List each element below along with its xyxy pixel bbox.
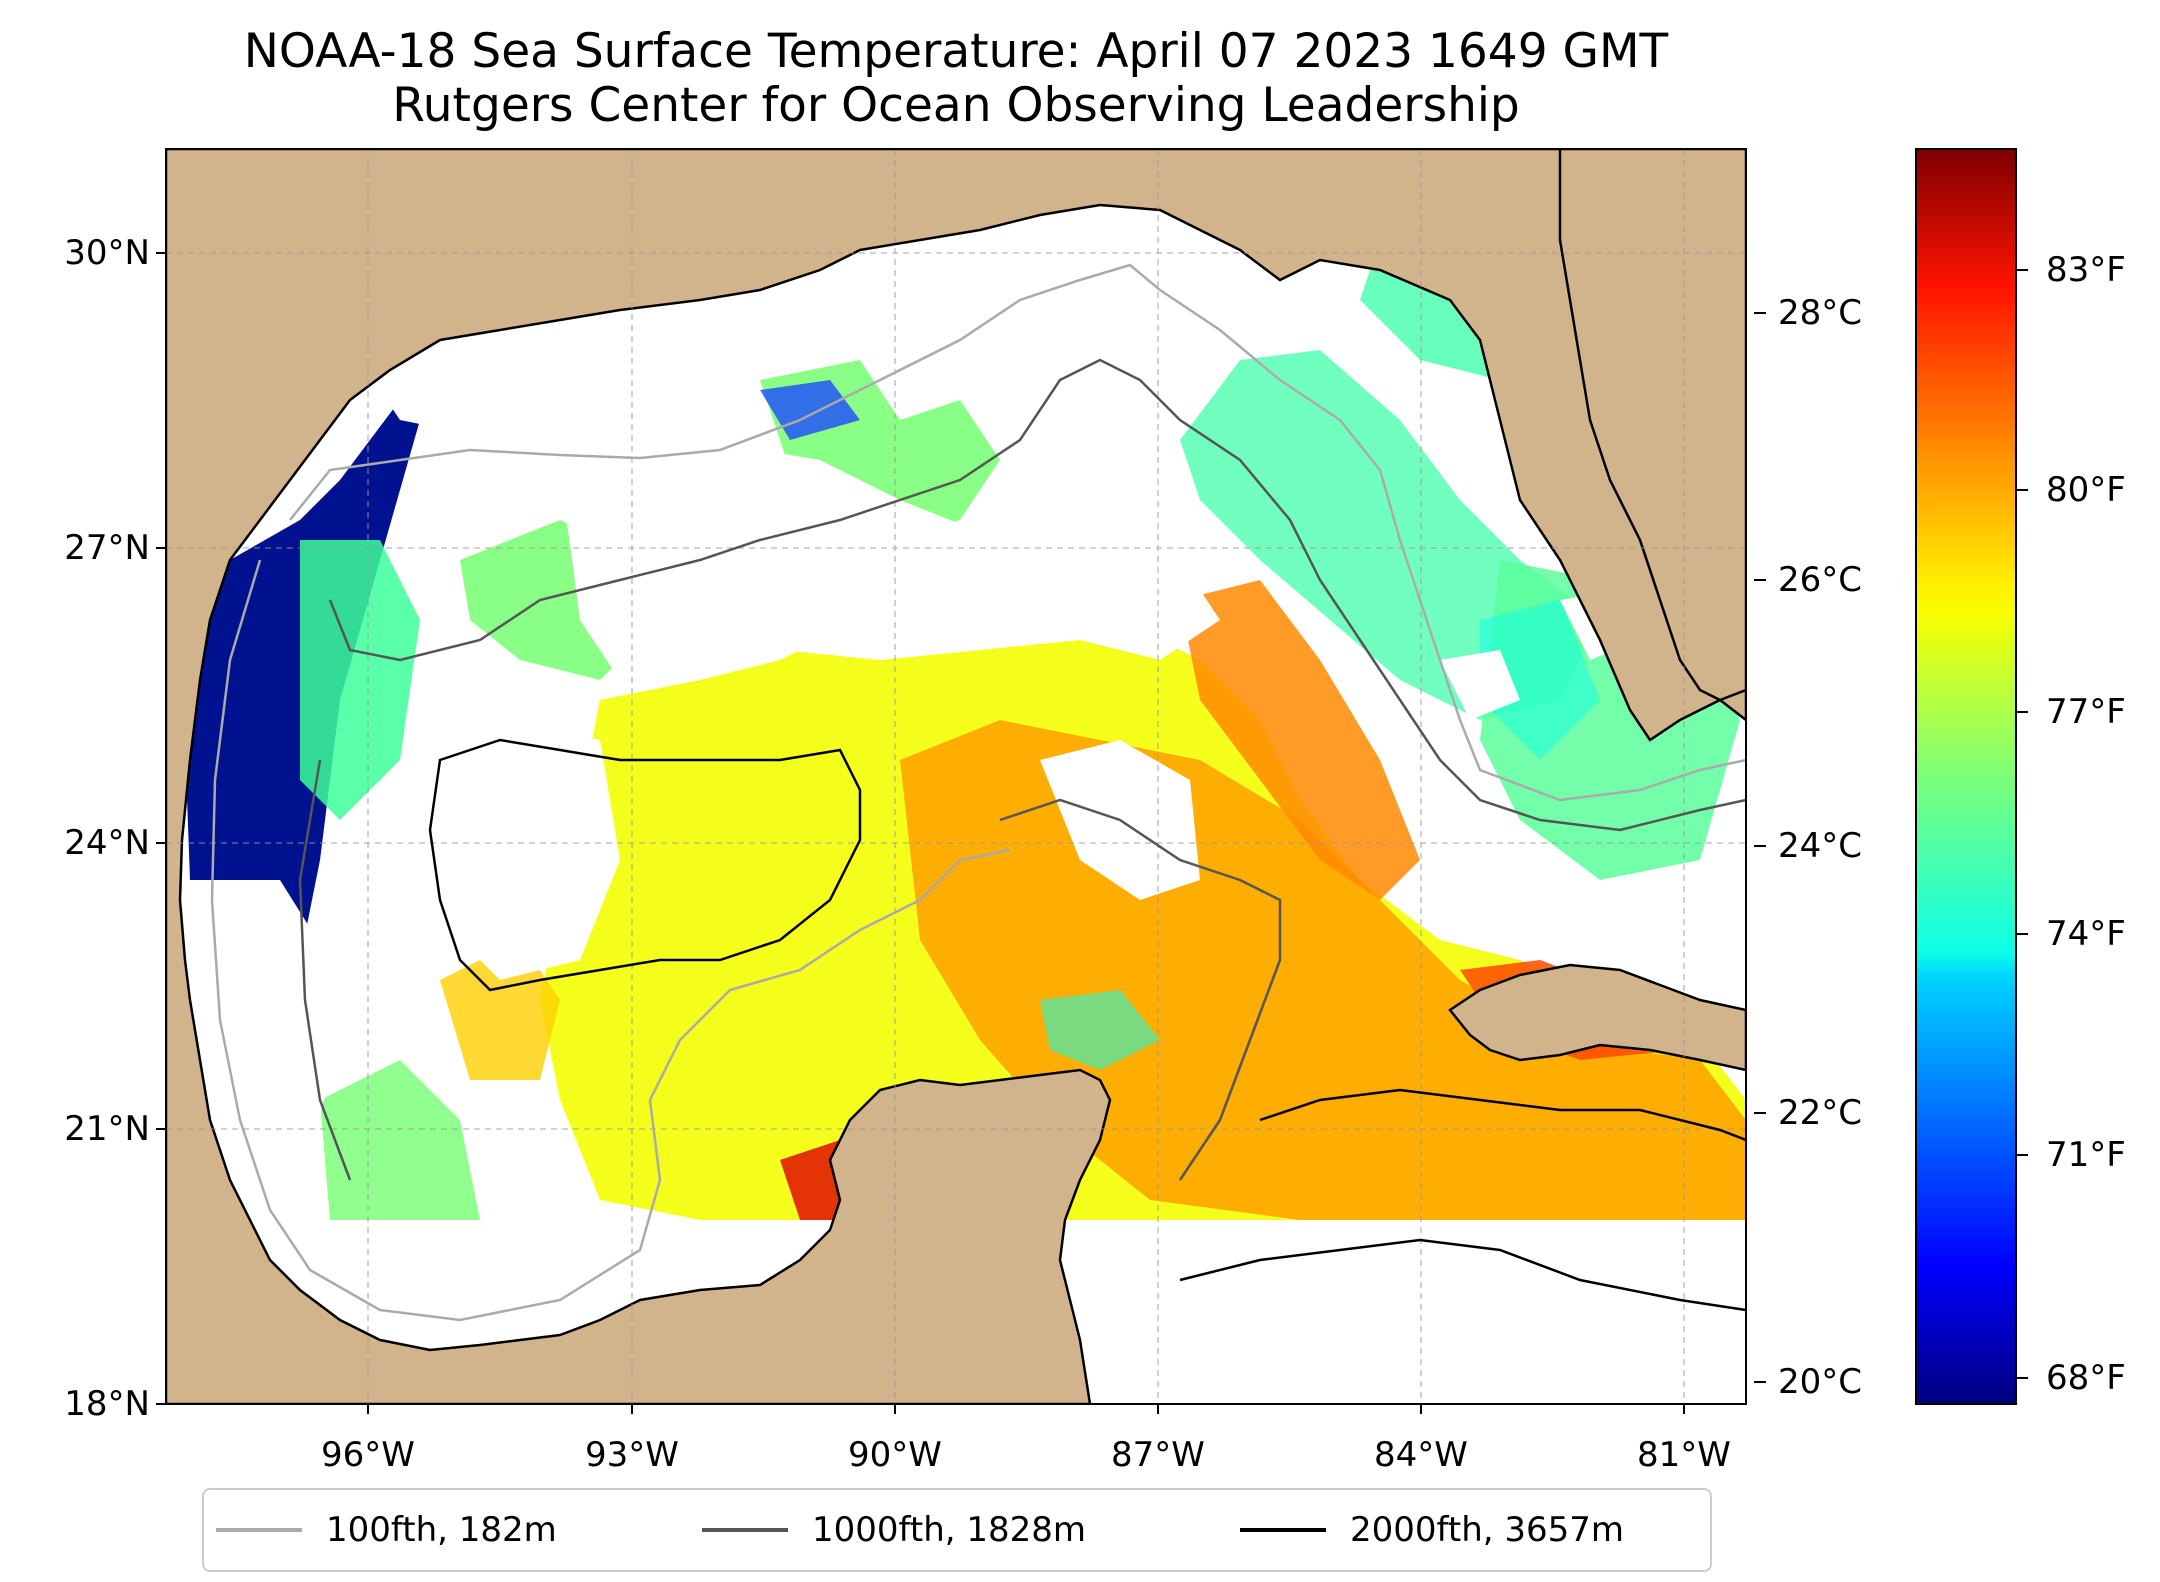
colorbar-label-74f: 74°F (2046, 914, 2126, 954)
legend-line-2000fth (1240, 1528, 1326, 1532)
colorbar-label-20c: 20°C (1778, 1362, 1863, 1402)
lat-label-24n: 24°N (64, 823, 150, 863)
colorbar-label-77f: 77°F (2046, 692, 2126, 732)
contour-100fth (289, 263, 1746, 802)
colorbar-label-26c: 26°C (1778, 560, 1863, 600)
lon-label-93w: 93°W (585, 1435, 679, 1475)
chart-title-line1: NOAA-18 Sea Surface Temperature: April 0… (243, 24, 1669, 79)
colorbar-ticks-c (1754, 312, 1766, 1383)
lat-label-18n: 18°N (64, 1384, 150, 1424)
lon-label-87w: 87°W (1111, 1435, 1205, 1475)
legend: 100fth, 182m 1000fth, 1828m 2000fth, 365… (202, 1488, 1712, 1572)
lon-label-84w: 84°W (1374, 1435, 1468, 1475)
land-layer (166, 149, 1746, 1404)
colorbar-ticks-f (2016, 269, 2028, 1379)
gridlines (166, 149, 1746, 1404)
lon-label-90w: 90°W (848, 1435, 942, 1475)
contour-1000fth (328, 358, 1746, 832)
cuba-land (1448, 963, 1746, 1072)
lat-label-21n: 21°N (64, 1109, 150, 1149)
florida-land (1558, 149, 1746, 702)
colorbar-label-80f: 80°F (2046, 470, 2126, 510)
legend-label-2000fth: 2000fth, 3657m (1350, 1510, 1625, 1550)
colorbar (1915, 148, 2017, 1405)
colorbar-label-28c: 28°C (1778, 293, 1863, 333)
legend-line-100fth (216, 1528, 302, 1532)
legend-label-1000fth: 1000fth, 1828m (812, 1510, 1087, 1550)
contour-2000fth (428, 738, 862, 992)
lat-label-30n: 30°N (64, 233, 150, 273)
colorbar-label-71f: 71°F (2046, 1135, 2126, 1175)
colorbar-label-22c: 22°C (1778, 1093, 1863, 1133)
axis-ticks (156, 252, 1685, 1414)
bathymetry-contours (210, 263, 1746, 1322)
colorbar-label-24c: 24°C (1778, 826, 1863, 866)
lat-label-27n: 27°N (64, 528, 150, 568)
chart-title-line2: Rutgers Center for Ocean Observing Leade… (392, 78, 1520, 133)
lon-label-81w: 81°W (1637, 1435, 1731, 1475)
map-frame (165, 148, 1747, 1405)
colorbar-label-68f: 68°F (2046, 1358, 2126, 1398)
legend-label-100fth: 100fth, 182m (326, 1510, 557, 1550)
colorbar-label-83f: 83°F (2046, 250, 2126, 290)
legend-line-1000fth (702, 1528, 788, 1532)
lon-label-96w: 96°W (321, 1435, 415, 1475)
